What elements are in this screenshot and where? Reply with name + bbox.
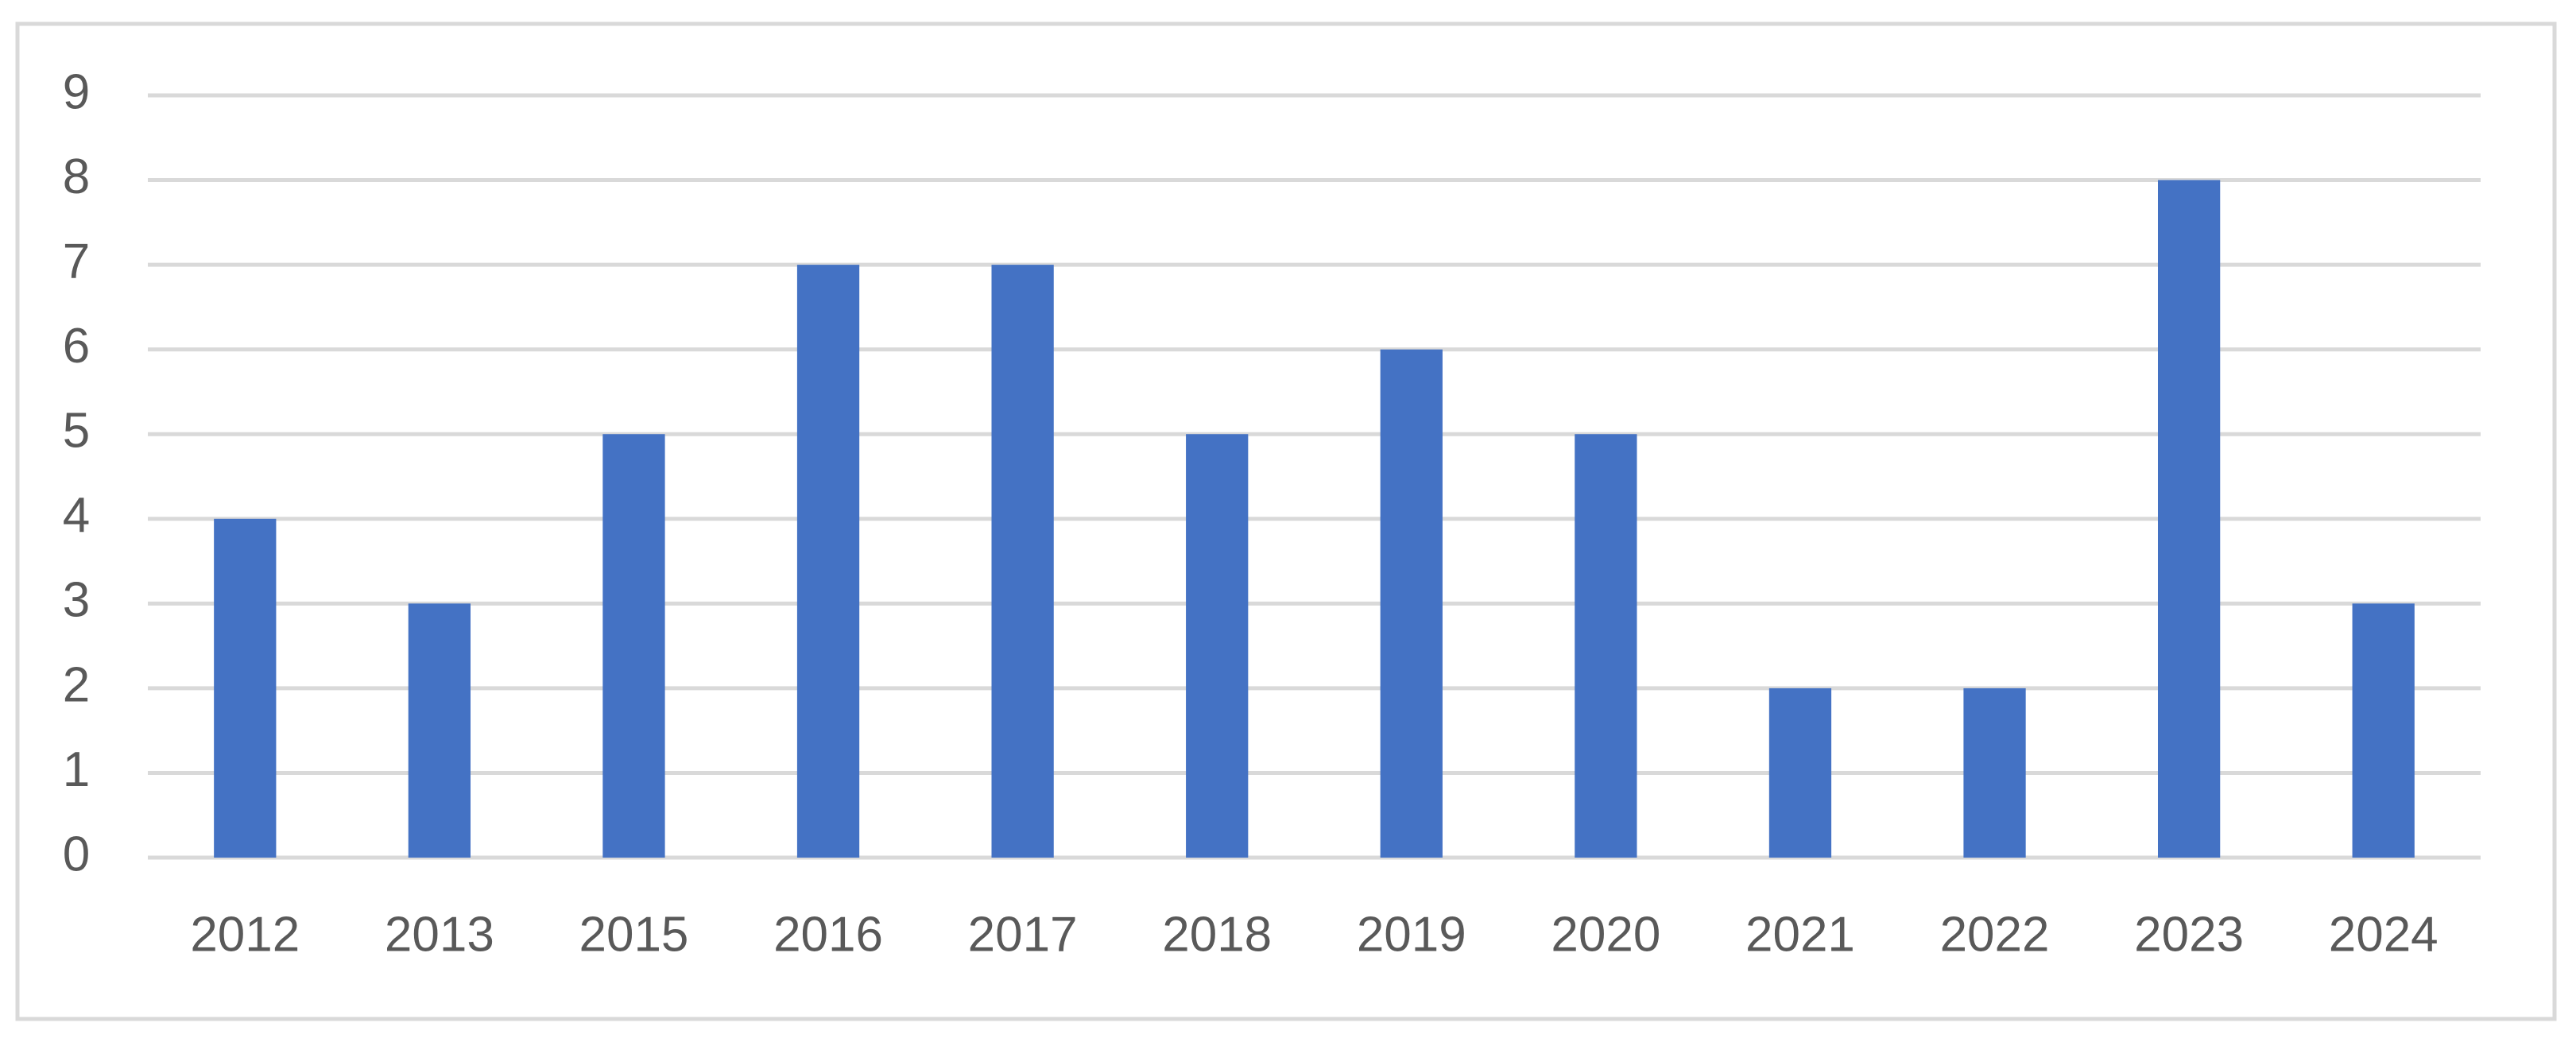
bar bbox=[1963, 688, 2026, 858]
bar bbox=[1380, 349, 1443, 858]
y-tick-label: 0 bbox=[63, 827, 90, 881]
x-tick-label: 2018 bbox=[1162, 907, 1272, 962]
bar bbox=[796, 265, 860, 858]
x-tick-label: 2024 bbox=[2329, 907, 2438, 962]
y-tick-label: 5 bbox=[63, 404, 90, 459]
bar bbox=[602, 434, 665, 858]
x-tick-label: 2021 bbox=[1745, 907, 1855, 962]
x-tick-label: 2022 bbox=[1940, 907, 2050, 962]
y-tick-label: 1 bbox=[63, 742, 90, 797]
y-tick-label: 7 bbox=[63, 234, 90, 289]
x-tick-label: 2012 bbox=[190, 907, 300, 962]
bar bbox=[214, 518, 277, 858]
y-tick-label: 6 bbox=[63, 319, 90, 374]
x-tick-label: 2020 bbox=[1551, 907, 1660, 962]
bar bbox=[2157, 180, 2221, 858]
bar bbox=[991, 265, 1054, 858]
y-tick-label: 2 bbox=[63, 657, 90, 712]
x-tick-label: 2016 bbox=[773, 907, 883, 962]
y-tick-label: 9 bbox=[63, 64, 90, 119]
bar bbox=[2352, 603, 2415, 858]
bar bbox=[408, 603, 471, 858]
x-tick-label: 2023 bbox=[2134, 907, 2244, 962]
x-tick-label: 2015 bbox=[579, 907, 688, 962]
x-tick-label: 2019 bbox=[1357, 907, 1466, 962]
y-tick-label: 4 bbox=[63, 488, 90, 543]
bar bbox=[1768, 688, 1832, 858]
bar bbox=[1575, 434, 1637, 858]
x-tick-label: 2017 bbox=[968, 907, 1078, 962]
bar bbox=[1186, 434, 1249, 858]
y-tick-label: 3 bbox=[63, 573, 90, 628]
y-tick-label: 8 bbox=[63, 149, 90, 204]
x-tick-label: 2013 bbox=[385, 907, 494, 962]
